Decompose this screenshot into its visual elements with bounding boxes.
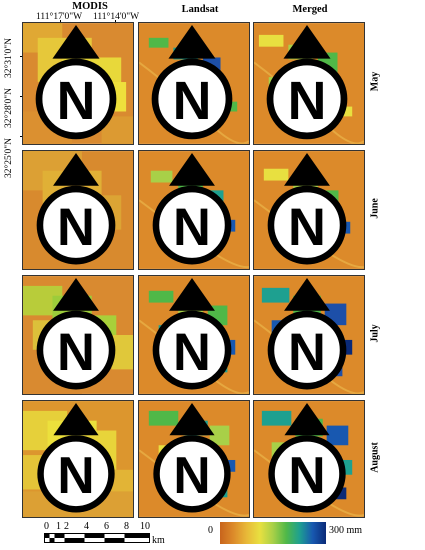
scale-bar-ticks: 0 1 2 4 6 8 10 [44,521,164,533]
svg-text:N: N [173,71,212,131]
svg-text:N: N [173,199,211,257]
north-arrow-icon: N [35,25,117,140]
scale-tick-label: 10 [140,521,150,532]
svg-text:N: N [288,324,326,382]
svg-text:N: N [288,446,325,504]
scale-tick-label: 6 [104,521,109,532]
north-arrow-icon: N [36,153,116,265]
svg-text:N: N [57,199,95,257]
latitude-label-1: 32°31'0"N [4,38,14,78]
scale-tick-label: 1 [56,521,61,532]
scale-unit: km [152,535,165,546]
month-label-august: August [369,442,381,473]
modis-august-panel: N [22,400,134,518]
merged-july-panel: N [253,275,365,395]
north-arrow-icon: N [152,278,232,390]
svg-text:N: N [173,446,210,504]
longitude-label-2: 111°14'0"W [93,12,140,22]
scale-tick-label: 2 [64,521,69,532]
north-arrow-icon: N [266,25,348,140]
longitude-label-1: 111°17'0"W [36,12,83,22]
landsat-column-title: Landsat [181,4,219,15]
north-arrow-icon: N [36,278,116,390]
north-arrow-icon: N [151,25,233,140]
svg-text:N: N [288,199,326,257]
landsat-august-panel: N [138,400,250,518]
north-arrow-icon: N [37,403,115,513]
north-arrow-icon: N [153,403,231,513]
month-label-may: May [369,71,381,92]
colorbar [220,522,326,544]
scale-tick-label: 8 [124,521,129,532]
latitude-label-2: 32°28'0"N [4,88,14,128]
landsat-may-panel: N [138,22,250,145]
scale-tick-label: 0 [44,521,49,532]
colorbar-min-label: 0 [208,525,213,536]
north-arrow-icon: N [267,153,347,265]
svg-text:N: N [173,324,211,382]
svg-text:N: N [57,446,94,504]
merged-august-panel: N [253,400,365,518]
modis-column-title: MODIS [72,1,108,12]
modis-july-panel: N [22,275,134,395]
svg-text:N: N [57,71,96,131]
north-arrow-icon: N [152,153,232,265]
merged-may-panel: N [253,22,365,145]
modis-may-panel: N [22,22,134,145]
landsat-june-panel: N [138,150,250,270]
month-label-june: June [369,198,381,219]
landsat-july-panel: N [138,275,250,395]
svg-text:N: N [288,71,327,131]
north-arrow-icon: N [268,403,346,513]
colorbar-max-label: 300 mm [329,525,363,536]
modis-june-panel: N [22,150,134,270]
merged-column-title: Merged [292,4,328,15]
merged-june-panel: N [253,150,365,270]
north-arrow-icon: N [267,278,347,390]
scale-tick-label: 4 [84,521,89,532]
latitude-label-3: 32°25'0"N [4,138,14,178]
month-label-july: July [369,324,381,343]
svg-text:N: N [57,324,95,382]
scale-bar [44,533,150,543]
